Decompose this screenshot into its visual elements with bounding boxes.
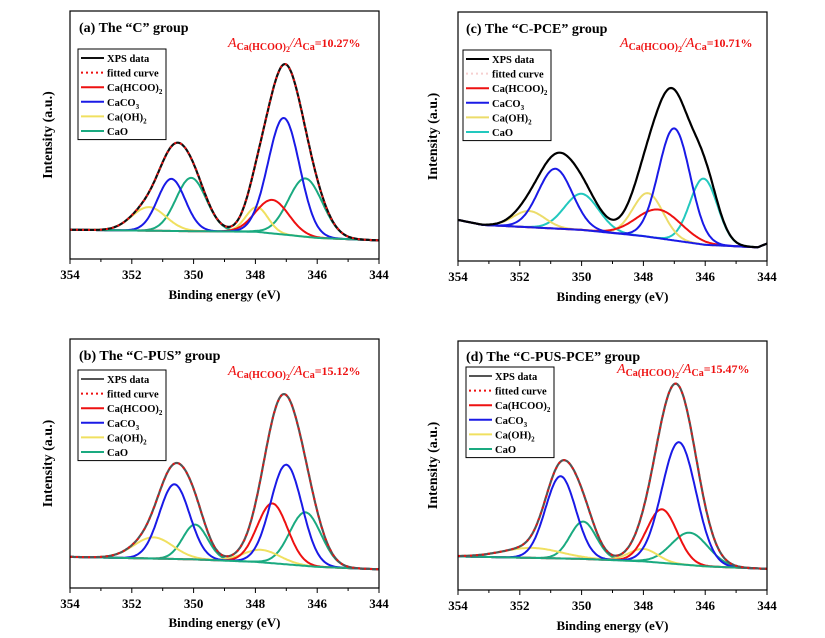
legend-label: CaCO3 [492,99,525,112]
plot-area [70,392,379,571]
x-tick-label: 354 [448,598,468,613]
x-tick-label: 348 [246,596,266,611]
legend-box [77,369,167,462]
y-axis-label: Intensity (a.u.) [426,92,441,180]
chart-c: 354 352 350 348 346 344 Binding energy (eV) Int… [426,11,777,304]
legend-label: XPS data [107,54,150,65]
x-tick-label: 352 [510,269,530,284]
legend-box [462,49,552,142]
background-line [70,555,379,571]
area-ratio-annotation: ACa(HCOO)2/ACa=10.71% [619,36,753,54]
fitted-curve-line [458,382,767,570]
x-tick-label: 344 [757,598,777,613]
panel-title: (a) The “C” group [79,21,189,36]
x-tick-label: 348 [634,269,654,284]
xps-data-line [70,392,379,571]
y-axis-label: Intensity (a.u.) [41,419,56,507]
legend-label: fitted curve [107,69,159,80]
x-axis-label: Binding energy (eV) [169,287,281,302]
legend-label: CaCO3 [107,98,140,111]
legend-label: Ca(OH)2 [107,433,147,446]
x-tick-label: 354 [60,596,80,611]
background-line [458,555,767,570]
x-tick-label: 350 [184,267,204,282]
legend-label: fitted curve [495,387,547,398]
x-tick-label: 348 [246,267,266,282]
legend-box [77,48,167,141]
legend-label: fitted curve [492,70,544,81]
chart-a: 354 352 350 348 346 344 Binding energy (eV) Int… [41,10,389,302]
legend: XPS data fitted curve Ca(HCOO)2 CaCO3Ca(OH)… [465,366,555,459]
x-tick-label: 350 [572,598,592,613]
xps-data-line [458,86,767,249]
legend-label: Ca(HCOO)2 [495,401,551,414]
legend-label: CaO [107,448,128,459]
legend-label: CaCO3 [495,416,528,429]
legend: XPS data fitted curve Ca(HCOO)2 CaCO3Ca(OH)… [77,48,167,141]
x-tick-label: 346 [307,267,327,282]
chart-d: 354 352 350 348 346 344 Binding energy (eV) Int… [426,340,777,633]
legend-label: Ca(OH)2 [107,112,147,125]
panel-title: (c) The “C-PCE” group [466,22,608,37]
legend-label: CaO [495,445,516,456]
x-tick-label: 344 [369,267,389,282]
x-tick-label: 352 [510,598,530,613]
legend-label: CaO [492,128,513,139]
x-tick-label: 346 [695,598,715,613]
plot-area [458,86,767,249]
x-axis-label: Binding energy (eV) [557,618,669,633]
legend-label: XPS data [107,375,150,386]
x-tick-label: 344 [369,596,389,611]
x-tick-label: 344 [757,269,777,284]
chart-b: 354 352 350 348 346 344 Binding energy (eV) Int… [41,338,389,630]
x-axis-label: Binding energy (eV) [557,289,669,304]
legend-label: Ca(OH)2 [492,113,532,126]
x-tick-label: 346 [307,596,327,611]
background-line [458,218,767,249]
legend-label: XPS data [495,372,538,383]
y-axis-label: Intensity (a.u.) [41,91,56,179]
area-ratio-annotation: ACa(HCOO)2/ACa=15.47% [616,362,750,380]
y-axis-label: Intensity (a.u.) [426,421,441,509]
area-ratio-annotation: ACa(HCOO)2/ACa=10.27% [227,36,361,54]
x-axis-label: Binding energy (eV) [169,615,281,630]
legend-label: Ca(HCOO)2 [107,404,163,417]
panel-title: (d) The “C-PUS-PCE” group [466,350,640,365]
x-tick-label: 346 [695,269,715,284]
legend: XPS data fitted curve Ca(HCOO)2 CaCO3Ca(OH)… [462,49,552,142]
legend-label: fitted curve [107,390,159,401]
background-line [70,228,379,242]
x-tick-label: 350 [572,269,592,284]
legend-box [465,366,555,459]
x-tick-label: 352 [122,267,142,282]
area-ratio-annotation: ACa(HCOO)2/ACa=15.12% [227,364,361,382]
legend-label: Ca(HCOO)2 [492,84,548,97]
plot-area [458,382,767,570]
legend-label: CaO [107,127,128,138]
panel-title: (b) The “C-PUS” group [79,349,221,364]
component-line-caco3 [458,441,767,570]
xps-data-line [70,62,379,242]
legend-label: Ca(HCOO)2 [107,83,163,96]
legend: XPS data fitted curve Ca(HCOO)2 CaCO3Ca(OH)… [77,369,167,462]
legend-label: Ca(OH)2 [495,430,535,443]
x-tick-label: 354 [60,267,80,282]
x-tick-label: 352 [122,596,142,611]
legend-label: CaCO3 [107,419,140,432]
plot-area [70,62,379,242]
x-tick-label: 354 [448,269,468,284]
x-tick-label: 348 [634,598,654,613]
x-tick-label: 350 [184,596,204,611]
legend-label: XPS data [492,55,535,66]
